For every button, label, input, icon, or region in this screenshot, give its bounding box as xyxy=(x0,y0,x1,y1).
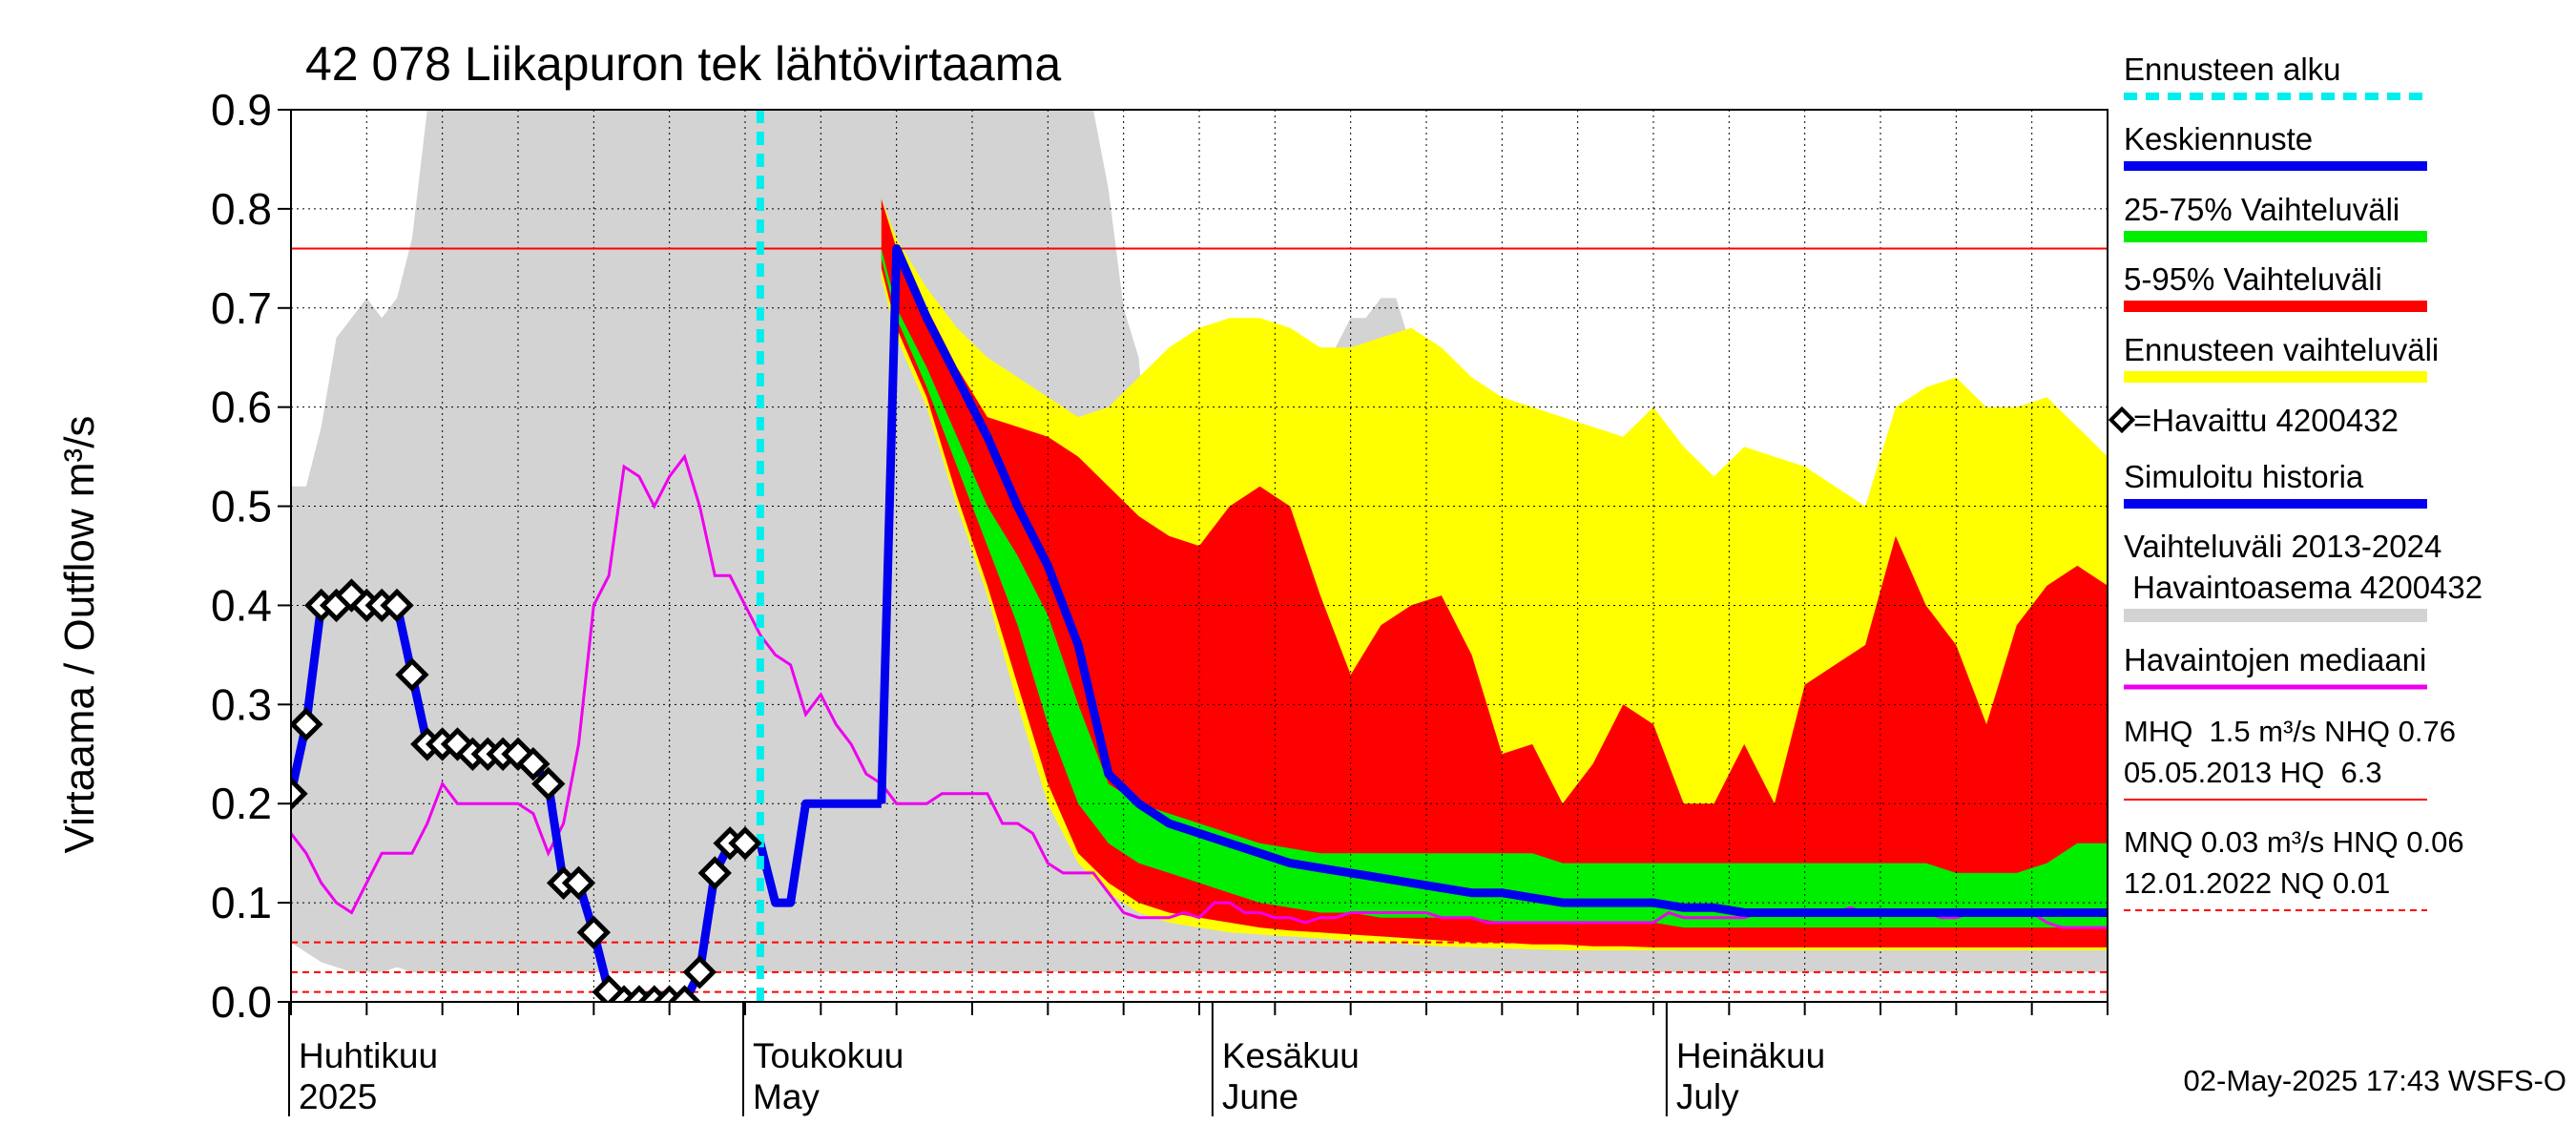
observed-point xyxy=(667,985,702,1002)
y-tick-label: 0.3 xyxy=(211,679,272,729)
legend-range-label: Ennusteen vaihteluväli xyxy=(2124,332,2439,367)
month-sublabel: July xyxy=(1676,1077,1739,1116)
legend-observed-label: =Havaittu 4200432 xyxy=(2133,403,2399,438)
month-sublabel: May xyxy=(753,1077,820,1116)
legend-p5-95-label: 5-95% Vaihteluväli xyxy=(2124,261,2382,297)
month-sublabel: June xyxy=(1222,1077,1298,1116)
y-tick-label: 0.6 xyxy=(211,383,272,432)
y-tick-label: 0.0 xyxy=(211,977,272,1027)
bands-layer xyxy=(291,110,2108,972)
observed-point xyxy=(728,826,762,861)
legend: Ennusteen alku Keskiennuste 25-75% Vaiht… xyxy=(2108,52,2483,911)
month-label: Kesäkuu xyxy=(1222,1036,1360,1075)
legend-stats2-line1: MNQ 0.03 m³/s HNQ 0.06 xyxy=(2124,825,2464,859)
observed-point xyxy=(697,856,732,890)
footer-timestamp: 02-May-2025 17:43 WSFS-O xyxy=(2184,1064,2566,1097)
legend-history-label-1: Vaihteluväli 2013-2024 xyxy=(2124,529,2441,564)
plot-area xyxy=(291,110,2108,1002)
chart-title: 42 078 Liikapuron tek lähtövirtaama xyxy=(305,37,1061,91)
observed-point xyxy=(291,707,323,741)
legend-stats2-line2: 12.01.2022 NQ 0.01 xyxy=(2124,866,2390,900)
legend-p25-75-label: 25-75% Vaihteluväli xyxy=(2124,192,2399,227)
y-tick-label: 0.2 xyxy=(211,779,272,828)
mean-forecast-line xyxy=(877,243,2108,917)
y-tick-label: 0.1 xyxy=(211,878,272,927)
y-tick-label: 0.9 xyxy=(211,85,272,135)
observed-point xyxy=(395,657,429,692)
month-label: Huhtikuu xyxy=(299,1036,438,1075)
observed-point xyxy=(291,777,308,811)
observed-point xyxy=(682,955,717,989)
legend-history-label-2: Havaintoasema 4200432 xyxy=(2124,570,2483,605)
y-tick-label: 0.8 xyxy=(211,184,272,234)
y-axis-label: Virtaama / Outflow m³/s xyxy=(56,416,103,854)
legend-stats1-line2: 05.05.2013 HQ 6.3 xyxy=(2124,756,2382,789)
legend-simulated-label: Simuloitu historia xyxy=(2124,459,2364,494)
observed-point xyxy=(561,865,596,901)
y-axis: 0.0 0.1 0.2 0.3 0.4 0.5 0.6 0.7 0.8 0.9 xyxy=(211,85,291,1027)
legend-observed-marker-icon xyxy=(2108,406,2136,434)
y-tick-label: 0.7 xyxy=(211,283,272,333)
legend-mean-label: Keskiennuste xyxy=(2124,121,2313,156)
lines-layer xyxy=(291,110,2108,1002)
y-tick-label: 0.4 xyxy=(211,580,272,630)
month-label: Heinäkuu xyxy=(1676,1036,1825,1075)
observed-point xyxy=(576,915,612,949)
month-label: Toukokuu xyxy=(753,1036,904,1075)
month-sublabel: 2025 xyxy=(299,1077,377,1116)
p5-95-band xyxy=(881,198,2108,947)
y-tick-label: 0.5 xyxy=(211,482,272,531)
legend-forecast-start-label: Ennusteen alku xyxy=(2124,52,2341,87)
observed-point xyxy=(531,766,566,802)
legend-median-label: Havaintojen mediaani xyxy=(2124,642,2426,677)
legend-stats1-line1: MHQ 1.5 m³/s NHQ 0.76 xyxy=(2124,715,2456,748)
observed-point xyxy=(516,746,551,781)
observed-point xyxy=(380,588,414,623)
